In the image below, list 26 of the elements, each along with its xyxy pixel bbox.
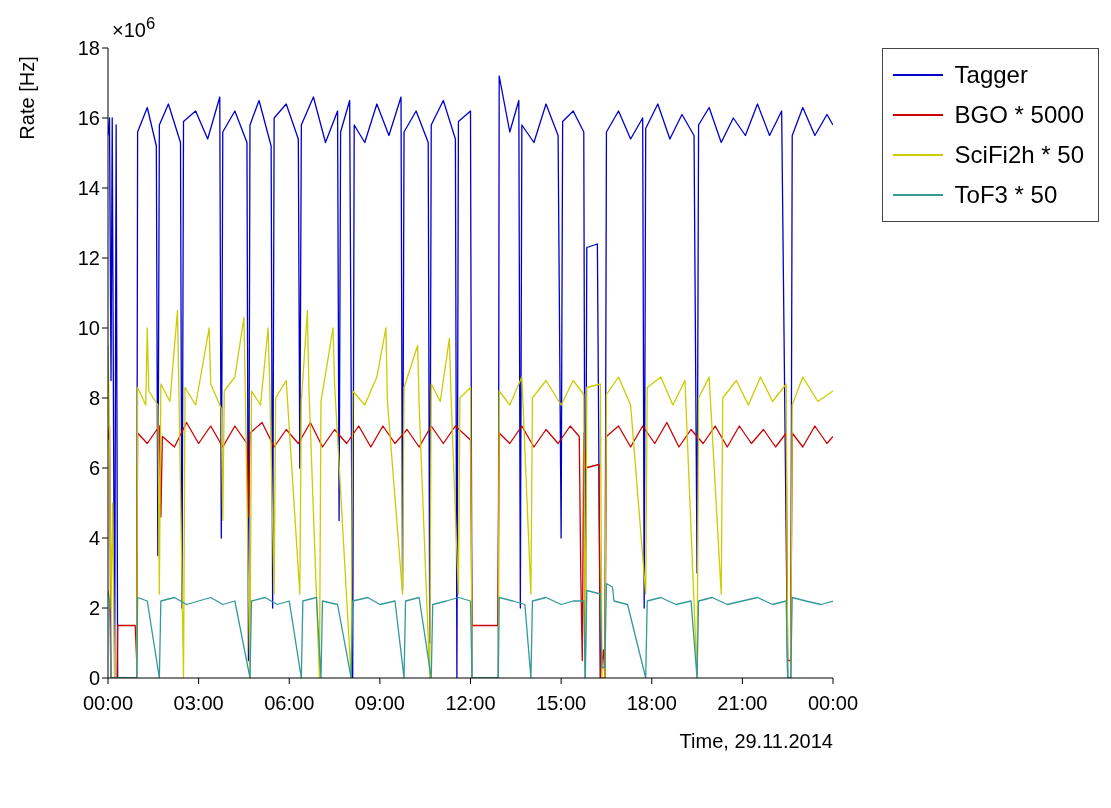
legend-label: SciFi2h * 50: [954, 141, 1084, 169]
x-tick-label: 00:00: [807, 692, 859, 715]
y-tick-label: 0: [88, 667, 100, 690]
x-tick-label: 03:00: [173, 692, 224, 715]
x-tick-label: 12:00: [445, 692, 496, 715]
x-axis-title: Time, 29.11.2014: [679, 730, 833, 752]
x-tick-label: 06:00: [264, 692, 315, 715]
x-tick-label: 00:00: [82, 692, 134, 715]
y-tick-label: 12: [77, 247, 100, 270]
y-tick-label: 2: [88, 597, 100, 620]
y-tick-label: 18: [77, 37, 100, 60]
y-tick-label: 8: [88, 387, 100, 410]
legend-label: Tagger: [954, 61, 1028, 89]
legend-label: BGO * 5000: [954, 101, 1084, 129]
y-tick-label: 14: [77, 177, 100, 200]
y-tick-label: 4: [88, 527, 100, 550]
x-tick-label: 21:00: [717, 692, 768, 715]
text: ×10$^{6}$: [112, 14, 156, 42]
x-tick-label: 09:00: [354, 692, 405, 715]
legend-label: ToF3 * 50: [954, 181, 1058, 209]
y-tick-label: 6: [88, 457, 100, 480]
y-tick-label: 10: [77, 317, 100, 340]
x-tick-label: 15:00: [536, 692, 587, 715]
y-axis-title: Rate [Hz]: [16, 56, 39, 140]
x-tick-label: 18:00: [626, 692, 677, 715]
y-tick-label: 16: [77, 107, 100, 130]
